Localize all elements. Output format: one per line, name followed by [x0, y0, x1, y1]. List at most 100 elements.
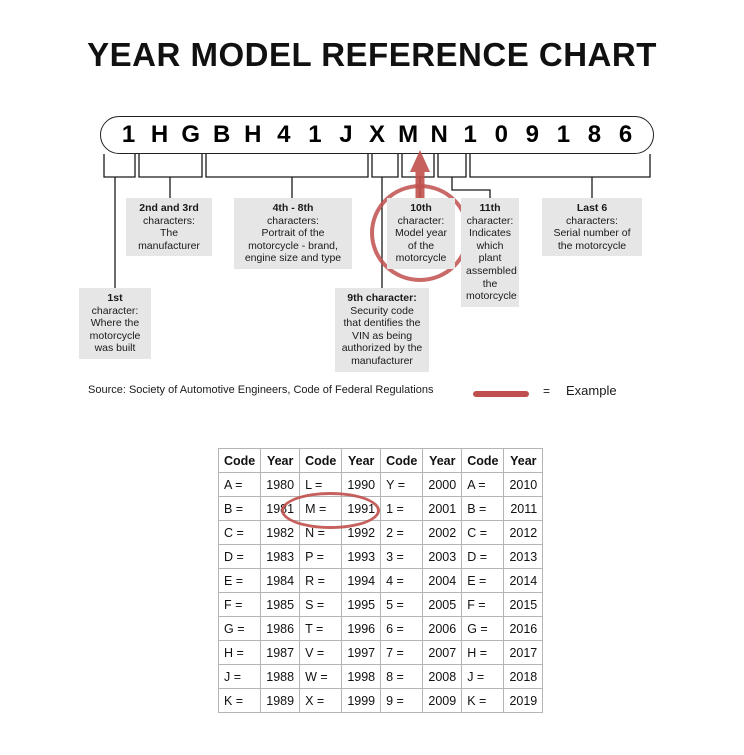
callout-2nd3rd-line-3: manufacturer [138, 239, 200, 252]
callout-last6-line-2: Serial number of [553, 227, 631, 240]
code-cell-2-7: B = [461, 496, 505, 521]
vin-char-5: H [244, 121, 262, 148]
vin-char-9: X [369, 121, 386, 148]
code-cell-9-5: 8 = [380, 664, 424, 689]
code-cell-4-5: 3 = [380, 544, 424, 569]
year-cell-9-6: 2008 [422, 664, 463, 689]
callout-10th-line-3: of the [407, 239, 435, 252]
code-cell-2-5: 1 = [380, 496, 424, 521]
year-cell-5-4: 1994 [341, 568, 382, 593]
year-cell-7-6: 2006 [422, 616, 463, 641]
year-cell-3-6: 2002 [422, 520, 463, 545]
year-cell-2-8: 2011 [503, 496, 544, 521]
callout-11th-line-1: character: [466, 214, 514, 227]
callout-10th-line-1: character: [397, 214, 445, 227]
table-col-header-7: Code [461, 448, 505, 473]
callout-11th-line-6: motorcycle [466, 290, 517, 303]
year-cell-3-2: 1982 [260, 520, 301, 545]
callout-9th-line-5: manufacturer [351, 354, 413, 367]
callout-10th-line-4: motorcycle [395, 252, 447, 265]
callout-1st-heading: 1st [107, 292, 123, 304]
code-cell-6-3: S = [299, 592, 343, 617]
callout-10th-heading: 10th [410, 202, 432, 214]
callout-last-6-characters: Last 6 characters: Serial number of the … [542, 198, 642, 257]
code-cell-3-1: C = [217, 520, 262, 545]
table-row: E = 1984 R = 1994 4 = 2004 E = 2014 [217, 568, 544, 593]
code-cell-3-7: C = [461, 520, 505, 545]
table-col-header-8: Year [503, 448, 544, 473]
year-cell-1-6: 2000 [422, 472, 463, 497]
year-cell-5-2: 1984 [260, 568, 301, 593]
code-cell-4-1: D = [217, 544, 262, 569]
callout-2nd3rd-heading: 2nd and 3rd [139, 202, 199, 214]
year-cell-8-4: 1997 [341, 640, 382, 665]
callout-9th-line-3: VIN as being [351, 329, 413, 342]
callout-4th8th-line-1: characters: [267, 214, 319, 227]
vin-char-16: 8 [587, 121, 602, 148]
year-cell-6-6: 2005 [422, 592, 463, 617]
table-row: G = 1986 T = 1996 6 = 2006 G = 2016 [217, 616, 544, 641]
year-cell-10-6: 2009 [422, 688, 463, 713]
year-cell-6-4: 1995 [341, 592, 382, 617]
callout-4th-8th-characters: 4th - 8th characters: Portrait of the mo… [234, 198, 352, 269]
year-code-table: Code Year Code Year Code Year Code Year A = 1980… [217, 448, 544, 713]
callout-11th-character: 11th character: Indicates which plant as… [461, 198, 519, 307]
code-cell-9-1: J = [217, 664, 262, 689]
callout-last6-heading: Last 6 [576, 202, 608, 214]
year-cell-7-8: 2016 [503, 616, 544, 641]
code-cell-6-7: F = [461, 592, 505, 617]
table-col-header-4: Year [341, 448, 382, 473]
vin-char-8: J [339, 121, 353, 148]
code-cell-8-1: H = [217, 640, 262, 665]
year-cell-4-4: 1993 [341, 544, 382, 569]
page-title: YEAR MODEL REFERENCE CHART [87, 36, 657, 73]
vin-char-2: H [150, 121, 169, 148]
code-cell-5-3: R = [299, 568, 343, 593]
table-col-header-1: Code [217, 448, 262, 473]
table-col-header-2: Year [260, 448, 301, 473]
code-cell-8-3: V = [299, 640, 343, 665]
code-cell-6-1: F = [217, 592, 262, 617]
code-cell-4-7: D = [461, 544, 505, 569]
callout-10th-line-2: Model year [395, 227, 447, 240]
code-cell-7-3: T = [299, 616, 343, 641]
year-cell-5-8: 2014 [503, 568, 544, 593]
code-cell-9-3: W = [299, 664, 343, 689]
code-cell-5-5: 4 = [380, 568, 424, 593]
code-cell-3-5: 2 = [380, 520, 424, 545]
vin-char-1: 1 [121, 121, 136, 148]
callout-4th8th-line-3: motorcycle - brand, [248, 239, 338, 252]
table-row: J = 1988 W = 1998 8 = 2008 J = 2018 [217, 664, 544, 689]
code-cell-5-1: E = [217, 568, 262, 593]
vin-char-15: 1 [556, 121, 571, 148]
callout-last6-line-3: the motorcycle [557, 239, 627, 252]
callout-1st-line-3: motorcycle [89, 329, 141, 342]
table-row: A = 1980 L = 1990 Y = 2000 A = 2010 [217, 472, 544, 497]
year-cell-9-4: 1998 [341, 664, 382, 689]
year-cell-10-2: 1989 [260, 688, 301, 713]
callout-1st-character: 1st character: Where the motorcycle was … [79, 288, 151, 359]
callout-9th-line-1: Security code [350, 304, 414, 317]
vin-char-17: 6 [618, 121, 633, 148]
code-cell-10-3: X = [299, 688, 343, 713]
code-cell-4-3: P = [299, 544, 343, 569]
year-cell-9-2: 1988 [260, 664, 301, 689]
year-cell-4-8: 2013 [503, 544, 544, 569]
year-cell-5-6: 2004 [422, 568, 463, 593]
code-cell-2-1: B = [217, 496, 262, 521]
code-cell-1-1: A = [217, 472, 262, 497]
callout-4th8th-heading: 4th - 8th [272, 202, 314, 214]
code-cell-5-7: E = [461, 568, 505, 593]
year-cell-3-8: 2012 [503, 520, 544, 545]
vin-char-3: G [181, 121, 200, 148]
table-header-row: Code Year Code Year Code Year Code Year [217, 448, 544, 473]
code-cell-1-7: A = [461, 472, 505, 497]
code-cell-7-7: G = [461, 616, 505, 641]
table-row: F = 1985 S = 1995 5 = 2005 F = 2015 [217, 592, 544, 617]
vin-char-14: 9 [525, 121, 540, 148]
code-cell-8-5: 7 = [380, 640, 424, 665]
vin-char-7: 1 [308, 121, 322, 148]
table-row: D = 1983 P = 1993 3 = 2003 D = 2013 [217, 544, 544, 569]
callout-9th-line-2: that dentifies the [343, 317, 421, 330]
